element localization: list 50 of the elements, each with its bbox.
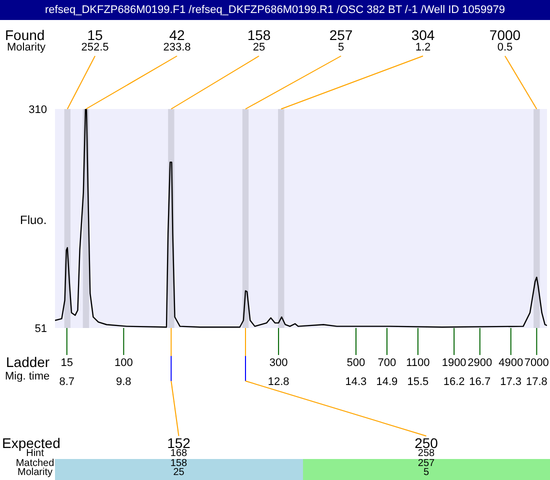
text: Found: [5, 27, 45, 43]
band-label: 42: [169, 27, 185, 43]
x-axis-title: Mig. time: [5, 370, 50, 382]
annotation: 7000: [524, 357, 549, 369]
text: 257: [418, 458, 435, 469]
y-axis-title: Fluo.: [20, 213, 47, 227]
text: Matched: [16, 458, 54, 469]
y-tick-label: 310: [28, 104, 47, 116]
x-tick-label: 9.8: [116, 376, 132, 388]
text: Molarity: [17, 467, 53, 478]
chart-title: refseq_DKFZP686M0199.F1 /refseq_DKFZP686M0199.R1 /OSC 382 BT /-1 /Well ID 1059979: [0, 0, 550, 20]
band-label: 15: [87, 27, 103, 43]
band-label: 158: [247, 27, 271, 43]
x-tick-label: 8.7: [59, 376, 75, 388]
x-tick-label: 16.2: [443, 376, 465, 388]
annotation: 5: [338, 42, 344, 54]
x-tick-label: 17.3: [500, 376, 522, 388]
x-tick-label: 16.7: [469, 376, 491, 388]
text: 258: [418, 448, 435, 459]
text: 168: [170, 448, 188, 459]
x-tick-label: 17.8: [526, 376, 548, 388]
annotation: 252.5: [81, 42, 109, 54]
annotation: 300: [269, 357, 288, 369]
text: Ladder: [6, 354, 50, 370]
annotation: 1900: [442, 357, 466, 369]
text: 25: [173, 467, 184, 478]
band-label: 257: [329, 27, 353, 43]
text: Hint: [26, 448, 44, 459]
annotation: 233.8: [163, 42, 191, 54]
annotation: 500: [346, 357, 366, 369]
annotation: 25: [252, 42, 266, 54]
x-tick-label: 12.8: [268, 376, 290, 388]
annotation: 4900: [498, 357, 524, 369]
text: 5: [423, 467, 430, 478]
annotation: 100: [114, 357, 133, 369]
text: Molarity: [7, 42, 46, 54]
text: 158: [170, 458, 188, 469]
annotation: 700: [378, 357, 396, 369]
x-tick-label: 14.9: [376, 376, 398, 388]
band-label: 304: [411, 27, 435, 43]
text: Expected: [2, 435, 60, 451]
x-tick-label: 14.3: [345, 376, 367, 388]
x-tick-label: 15.5: [407, 376, 429, 388]
annotation: 1100: [406, 357, 430, 369]
band-label: 7000: [489, 27, 521, 43]
annotation: 15: [60, 357, 73, 369]
annotation: 2900: [468, 357, 492, 369]
annotation: 1.2: [415, 42, 431, 54]
annotation: 0.5: [497, 42, 513, 54]
y-tick-label: 51: [34, 322, 47, 335]
